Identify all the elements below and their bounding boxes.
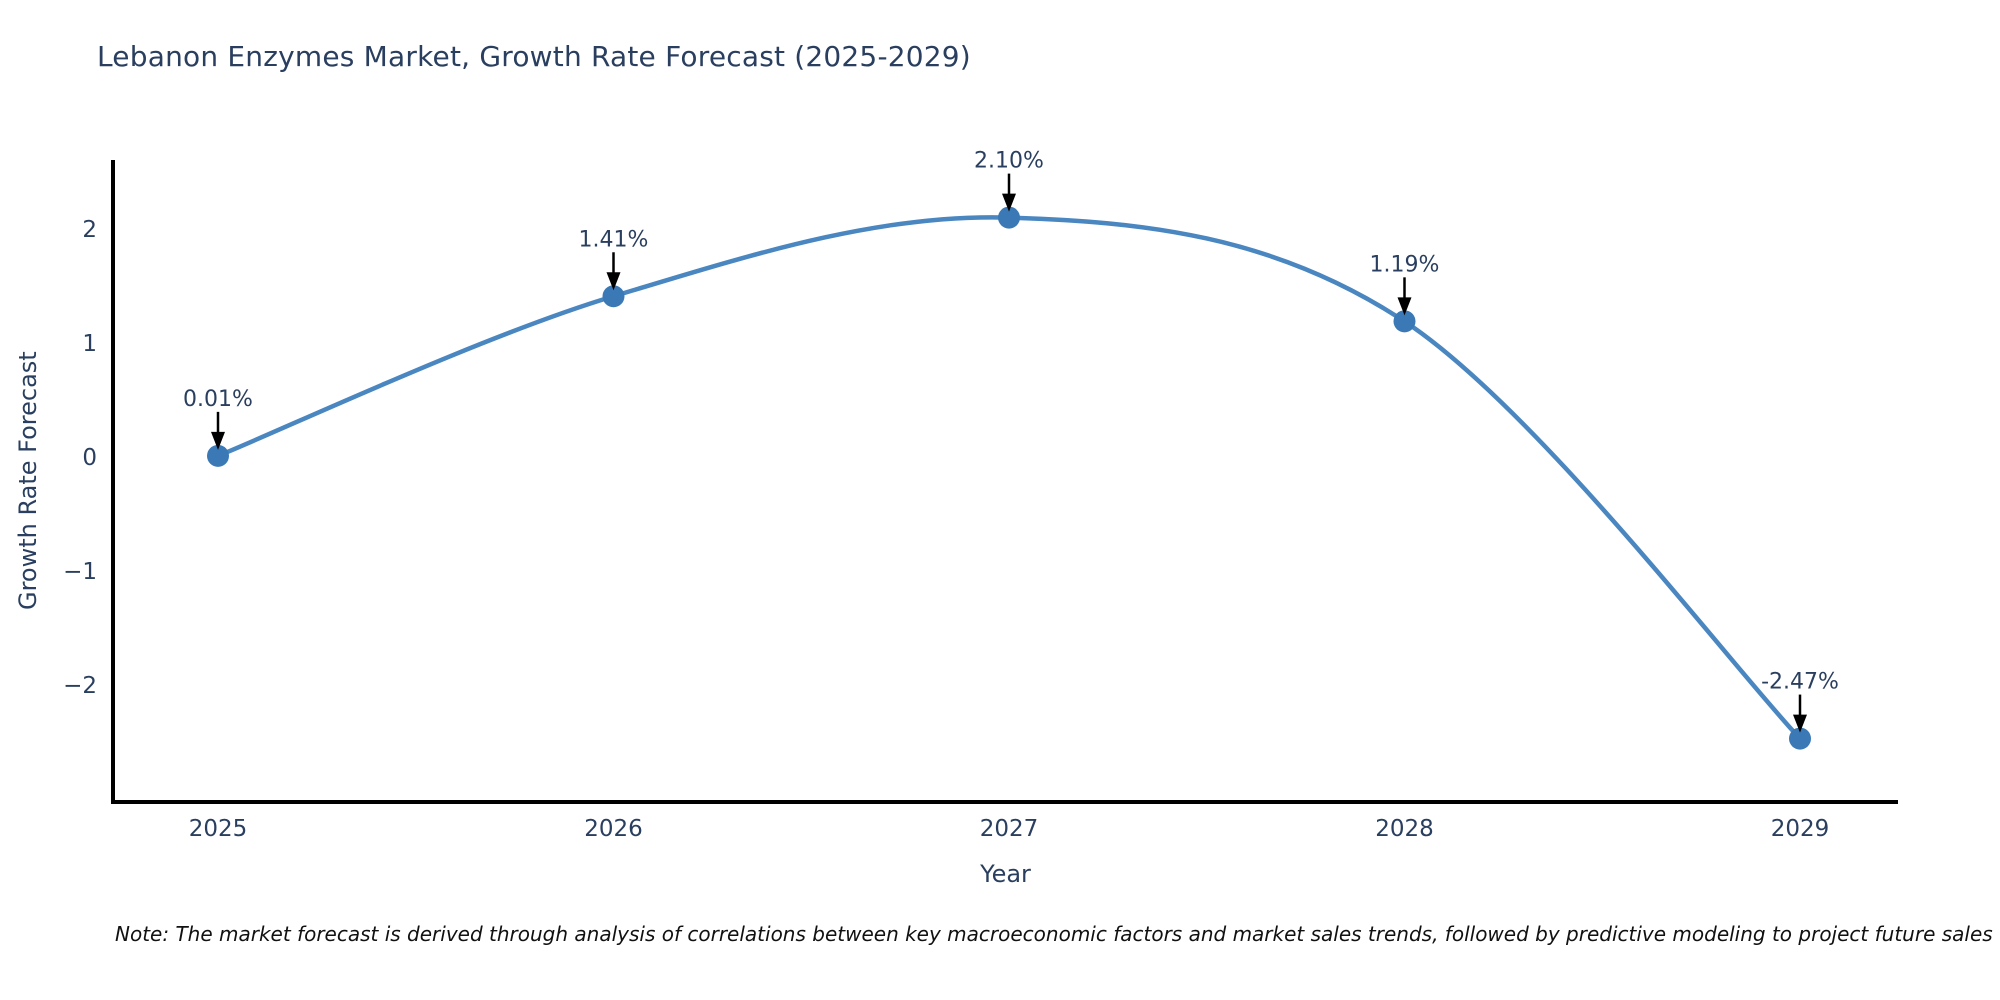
data-point-2029 [1789,727,1811,750]
point-label-2025: 0.01% [183,387,253,412]
annotation-arrow-head [606,272,621,291]
data-point-2027 [998,206,1020,229]
x-tick-label: 2026 [584,816,643,842]
chart-title: Lebanon Enzymes Market, Growth Rate Fore… [97,40,971,73]
data-point-2026 [602,285,625,308]
point-label-2026: 1.41% [579,227,649,252]
x-tick-label: 2025 [189,816,248,842]
annotation-arrow-head [1793,714,1807,733]
y-tick-label: −1 [63,559,97,585]
trend-line [215,215,1803,741]
annotation-arrow-head [211,431,225,450]
point-label-2028: 1.19% [1370,252,1440,277]
data-point-2028 [1393,310,1416,333]
annotation-arrow-head [1002,193,1016,212]
data-point-2025 [207,444,229,467]
point-label-2027: 2.10% [974,149,1044,174]
y-tick-label: −2 [63,673,97,699]
y-tick-label: 2 [82,217,97,243]
x-tick-label: 2027 [980,816,1039,842]
point-label-2029: -2.47% [1761,670,1839,695]
y-tick-label: 0 [82,445,97,471]
annotation-arrow-head [1397,297,1412,316]
x-tick-label: 2028 [1375,816,1434,842]
x-axis-title: Year [980,860,1031,888]
y-tick-label: 1 [82,331,97,357]
chart-note: Note: The market forecast is derived thr… [115,922,1993,946]
x-tick-label: 2029 [1771,816,1830,842]
